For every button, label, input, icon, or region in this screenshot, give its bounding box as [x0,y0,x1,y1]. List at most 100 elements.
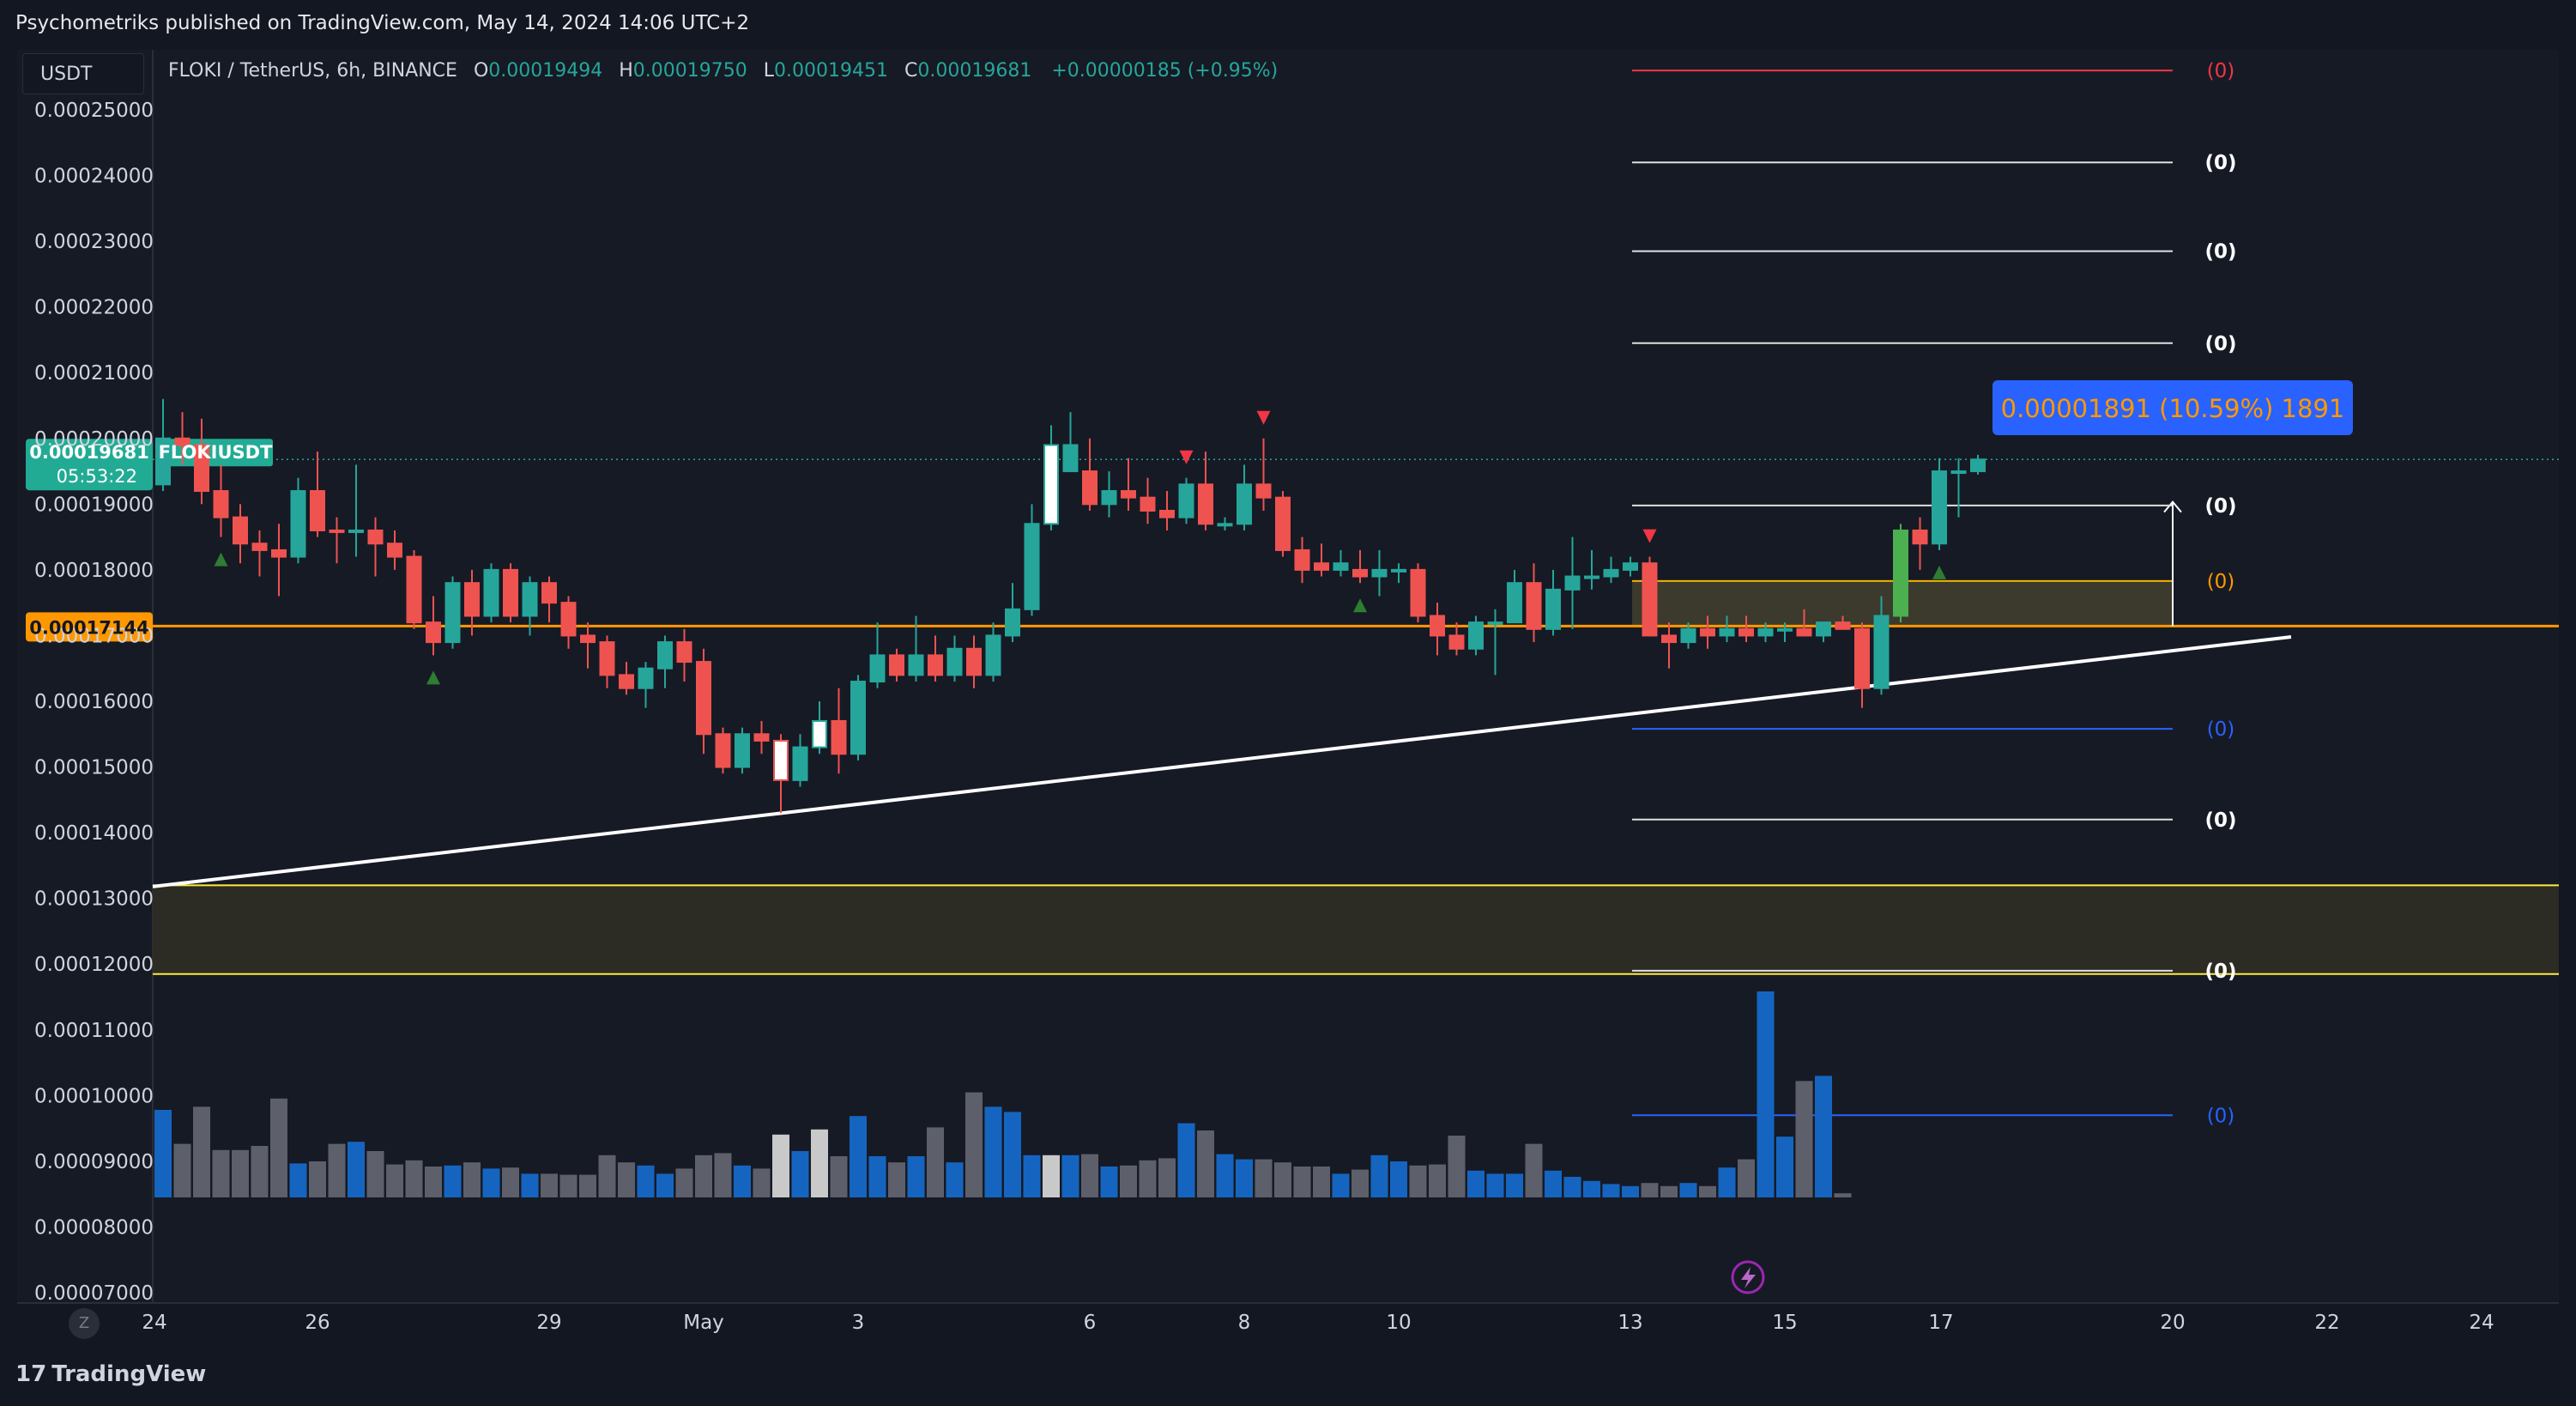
volume-bar [675,1168,693,1197]
time-tick-label: 17 [1928,1312,1953,1334]
candle-body [1526,582,1542,630]
volume-bar [1255,1159,1273,1197]
volume-bar [850,1116,867,1197]
volume-bar [656,1173,674,1197]
volume-bar [946,1162,964,1197]
volume-bar [772,1134,789,1197]
volume-bar [541,1173,558,1197]
volume-bar [888,1162,905,1197]
trendline[interactable] [152,634,2292,888]
legend-high: 0.00019750 [632,60,747,82]
candle-body [1564,575,1581,591]
candle-body [1275,496,1291,551]
volume-bar [791,1151,809,1197]
volume-bar [270,1098,287,1197]
price-tick-label: 0.00011000 [34,1020,154,1042]
candle-body [155,437,171,486]
candle-body [387,542,402,558]
volume-bar [348,1142,365,1197]
price-tick-label: 0.00025000 [34,100,154,122]
volume-bar [1120,1165,1137,1197]
volume-bar [1409,1165,1427,1197]
candle-body [1970,458,1986,473]
sell-signal-marker [1179,450,1194,464]
measure-label-box[interactable] [1992,380,2353,435]
legend-high-label: H [619,60,633,82]
price-tick-label: 0.00017000 [34,625,154,647]
currency-label: USDT [40,64,93,85]
brand-name: TradingView [51,1361,207,1387]
legend-open: 0.00019494 [488,60,603,82]
legend-close: 0.00019681 [917,60,1032,82]
candle-body [1159,509,1175,518]
candle-body [1507,582,1522,624]
price-axis[interactable] [26,439,273,642]
candle-body [483,568,499,617]
price-tick-label: 0.00019000 [34,494,154,516]
timezone-z-button[interactable]: Z [69,1308,100,1339]
price-tick-label: 0.00010000 [34,1085,154,1107]
candle-body [753,733,770,742]
volume-bar [1236,1159,1253,1197]
candle-body [1757,627,1774,637]
legend-symbol[interactable]: FLOKI / TetherUS, 6h, BINANCE [168,60,457,82]
support-price-tag [26,612,153,642]
candle-body [1661,634,1677,644]
legend-close-label: C [904,60,918,82]
candle-body [657,641,673,670]
demand-zone [153,885,2559,974]
candle-body [908,654,924,676]
candle-body [1430,615,1445,637]
level-label-blue: (0) [2207,718,2235,741]
volume-bar [1525,1143,1543,1197]
level-label-white: (0) [2204,495,2236,518]
time-tick-label: 24 [142,1312,166,1334]
volume-bar [965,1092,983,1197]
level-lines [1632,70,2173,1117]
plot-area[interactable] [17,50,2559,1304]
lightning-glyph [1741,1267,1756,1288]
volume-bar [1332,1173,1350,1197]
candle-body [348,529,364,533]
volume-bar [212,1149,230,1197]
volume-bar [1602,1184,1620,1197]
volume-bar [309,1161,326,1197]
time-tick-label: 20 [2160,1312,2185,1334]
candle-body [503,568,518,617]
candle-body [1873,615,1890,689]
candle-body [406,555,422,624]
volume-bar [1795,1081,1813,1197]
tradingview-logo[interactable]: 17 TradingView [15,1361,206,1387]
volume-bar [984,1106,1002,1197]
candle-body [1217,523,1233,527]
chart-panel[interactable] [17,50,2559,1303]
volume-bar [1467,1170,1485,1197]
candle-body [1603,568,1619,578]
price-tick-label: 0.00016000 [34,691,154,713]
candle-body [1835,621,1851,630]
volume-bar [753,1168,771,1197]
volume-bar [444,1165,462,1197]
volume-bar [1699,1185,1716,1197]
time-tick-label: May [683,1312,724,1334]
candle-body [1352,568,1368,578]
volume-bar [1834,1193,1852,1197]
volume-bar [1757,991,1775,1197]
legend-low: 0.00019451 [774,60,888,82]
time-tick-label: 15 [1772,1312,1797,1334]
buy-signal-marker [426,670,440,685]
current-price-tag [26,439,153,491]
price-tick-label: 0.00018000 [34,560,154,582]
level-label-white: (0) [2204,152,2236,174]
level-label-white: (0) [2204,961,2236,983]
candle-body [522,582,538,617]
lightning-icon[interactable] [1731,1260,1765,1294]
candle-body [1255,483,1272,499]
sell-signal-marker [1256,410,1271,425]
price-tick-label: 0.00020000 [34,428,154,451]
currency-selector[interactable]: USDT [22,53,144,94]
volume-bar [289,1163,307,1197]
buy-signal-marker [1932,565,1946,579]
volume-bar [1545,1170,1562,1197]
